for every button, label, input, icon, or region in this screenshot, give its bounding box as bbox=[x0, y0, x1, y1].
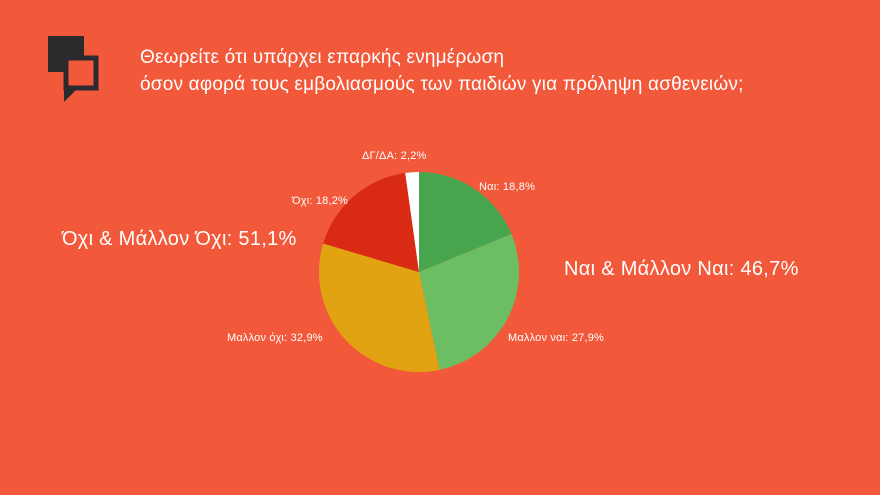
pie-slice-1 bbox=[419, 234, 520, 370]
slice-label-mallon-nai: Μαλλον ναι: 27,9% bbox=[508, 332, 605, 344]
slice-label-mallon-oxi: Μαλλον όχι: 32,9% bbox=[227, 332, 323, 344]
summary-yes-total: Ναι & Μάλλον Ναι: 46,7% bbox=[564, 258, 799, 280]
slice-label-oxi: Όχι: 18,2% bbox=[292, 195, 349, 207]
pie-slice-3 bbox=[323, 172, 419, 272]
page-title-line2: όσον αφορά τους εμβολιασμούς των παιδιών… bbox=[140, 74, 744, 95]
slice-label-dgda: ΔΓ/ΔΑ: 2,2% bbox=[362, 150, 427, 162]
summary-no-total: Όχι & Μάλλον Όχι: 51,1% bbox=[62, 228, 297, 250]
speech-bubble-logo bbox=[48, 36, 104, 102]
pie-slice-4 bbox=[405, 172, 419, 272]
pie-chart-svg bbox=[319, 172, 520, 373]
speech-bubble-logo-icon bbox=[48, 36, 99, 102]
pie-slice-2 bbox=[319, 243, 440, 373]
page-title-line1: Θεωρείτε ότι υπάρχει επαρκής ενημέρωση bbox=[140, 47, 505, 68]
pie-chart bbox=[319, 172, 520, 373]
slice-label-nai: Ναι: 18,8% bbox=[479, 181, 536, 193]
page-title: Θεωρείτε ότι υπάρχει επαρκής ενημέρωση ό… bbox=[140, 44, 840, 98]
pie-slice-0 bbox=[419, 172, 512, 272]
